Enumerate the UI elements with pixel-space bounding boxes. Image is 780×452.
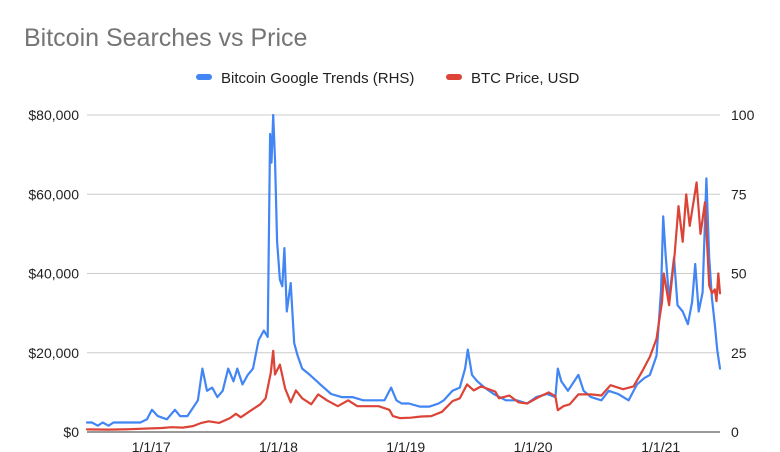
y-right-tick-label: 0 [731,424,739,440]
chart-title: Bitcoin Searches vs Price [24,24,308,52]
legend-swatch-btc-price [446,74,462,81]
y-right-tick-label: 100 [731,107,755,123]
y-left-tick-label: $0 [63,424,79,440]
legend-swatch-google-trends [196,74,212,81]
y-left-tick-label: $20,000 [28,345,79,361]
y-left-tick-label: $60,000 [28,186,79,202]
series-line-google-trends [85,113,722,427]
gridlines [87,114,720,433]
legend-item-btc-price[interactable]: BTC Price, USD [446,70,579,87]
y-axis-right: 0 25 50 75 100 [731,107,755,440]
y-right-tick-label: 75 [731,186,747,202]
y-right-tick-label: 25 [731,345,747,361]
x-tick-label: 1/1/21 [641,439,680,452]
y-axis-left: $0 $20,000 $40,000 $60,000 $80,000 [28,107,79,440]
x-tick-label: 1/1/19 [386,439,425,452]
x-axis: 1/1/17 1/1/18 1/1/19 1/1/20 1/1/21 [132,439,681,452]
y-right-tick-label: 50 [731,266,747,282]
x-tick-label: 1/1/17 [132,439,171,452]
series-lines [85,113,722,431]
x-tick-label: 1/1/20 [514,439,553,452]
series-line-btc-price [85,181,722,431]
legend-label-btc-price: BTC Price, USD [471,70,580,87]
x-tick-label: 1/1/18 [259,439,298,452]
y-left-tick-label: $40,000 [28,266,79,282]
y-left-tick-label: $80,000 [28,107,79,123]
legend: Bitcoin Google Trends (RHS) BTC Price, U… [0,70,780,90]
legend-item-google-trends[interactable]: Bitcoin Google Trends (RHS) [196,70,414,87]
legend-label-google-trends: Bitcoin Google Trends (RHS) [221,70,415,87]
